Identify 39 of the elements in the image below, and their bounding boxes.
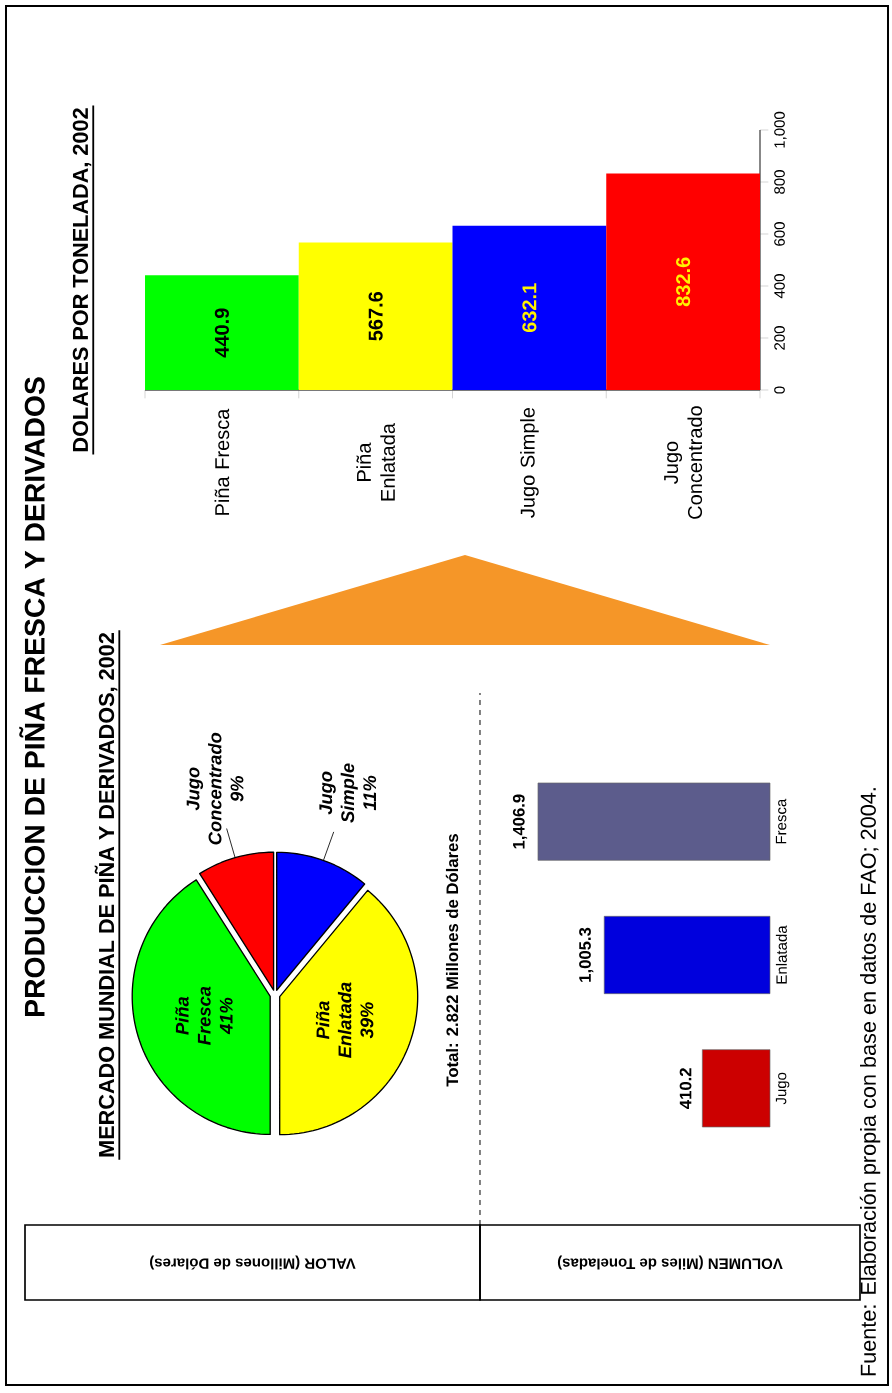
x-tick-label: Jugo Concentrado	[664, 406, 703, 519]
slice-label: Piña Enlatada	[315, 982, 352, 1058]
data-label: 39%	[360, 1002, 374, 1039]
x-tick-label: Piña Enlatada	[356, 423, 395, 501]
x-tick-label: Jugo Simple	[520, 407, 539, 518]
y-tick-label: 400	[774, 274, 785, 299]
y-tick-label: 200	[774, 326, 785, 350]
bar	[145, 275, 299, 390]
bar	[452, 225, 607, 390]
data-label: 567.6	[368, 291, 383, 341]
y-tick-label: 800	[774, 170, 785, 194]
source-note: Fuente: Elaboración propia con base en datos de FAO; 2004.	[859, 788, 881, 1376]
slice-label: Piña Fresca	[175, 986, 211, 1045]
data-label: 1,005.3	[579, 927, 594, 982]
text: MERCADO MUNDIAL DE PIÑA Y DERIVADOS, 2002	[94, 633, 118, 1157]
y-tick-label: 1,000	[774, 111, 787, 148]
y-tick-label: Fresca	[775, 798, 787, 844]
data-label: 832.6	[676, 257, 691, 307]
data-label: 410.2	[679, 1068, 692, 1109]
data-label: 1,406.9	[512, 794, 528, 849]
y-tick-label: Jugo	[775, 1072, 790, 1105]
text: Total: 2.822 Millones de Dólares	[445, 834, 459, 1087]
data-label: 632.1	[522, 283, 537, 333]
bar	[298, 242, 453, 390]
data-label: 9%	[230, 776, 244, 802]
y-tick-label: 600	[774, 222, 785, 246]
chart-title: PRODUCCION DE PIÑA FRESCA Y DERIVADOS	[19, 377, 45, 1016]
bar	[606, 173, 760, 390]
data-label: 41%	[219, 997, 233, 1035]
y-tick-label: 0	[774, 386, 785, 394]
text: VALOR (Millones de Dólares)	[150, 1255, 356, 1270]
data-label: 440.9	[214, 308, 229, 358]
y-tick-label: Enlatada	[775, 925, 787, 984]
slice-label: Jugo Concentrado	[186, 732, 222, 845]
data-label: 11%	[363, 775, 377, 811]
text: DOLARES POR TONELADA, 2002	[72, 108, 92, 452]
x-tick-label: Piña Fresca	[214, 408, 230, 515]
text: VOLUMEN (Miles de Toneladas)	[557, 1255, 783, 1270]
slice-label: Jugo Simple	[319, 763, 358, 823]
